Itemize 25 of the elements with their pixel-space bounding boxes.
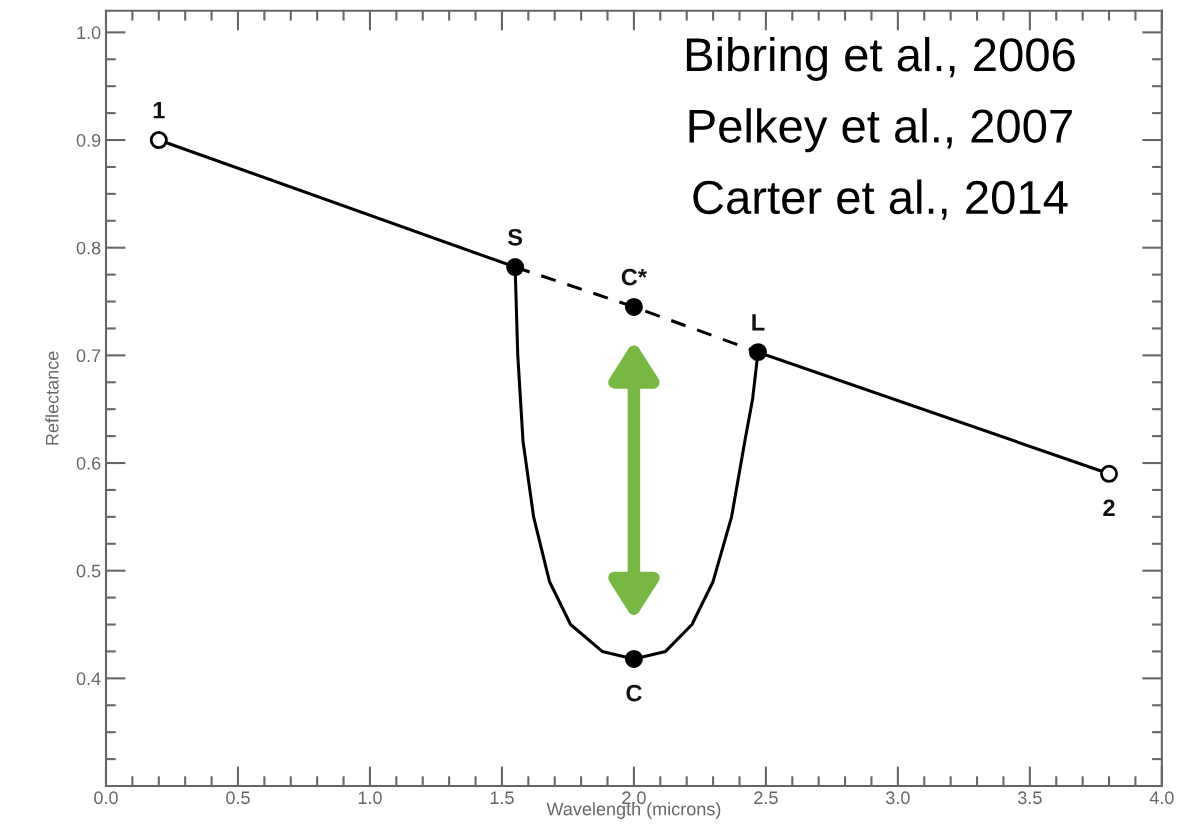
x-tick-label: 4.0 (1149, 791, 1174, 805)
x-tick-label: 1.5 (490, 791, 514, 805)
annotation: 2 (1103, 499, 1115, 517)
x-tick-label: 0.5 (226, 791, 250, 805)
annotation: S (507, 228, 523, 246)
annotation: Bibring et al., 2006 (686, 36, 1075, 81)
y-tick-label: 0.5 (76, 564, 101, 578)
annotation: Pelkey et al., 2007 (689, 108, 1072, 153)
y-tick-label: 1.0 (77, 26, 101, 40)
y-tick-label: 0.9 (76, 133, 101, 147)
annotation: Carter et al., 2014 (693, 179, 1068, 220)
x-tick-label: 3.0 (886, 791, 910, 805)
x-tick-label: 3.5 (1017, 791, 1042, 805)
annotation: 1 (153, 102, 165, 119)
x-tick-label: 2.5 (754, 791, 778, 805)
x-tick-label: 1.0 (358, 791, 382, 805)
annotation: C (626, 684, 642, 702)
annotation: C* (621, 268, 648, 286)
x-tick-label: 0.0 (94, 791, 118, 805)
y-axis-title: Reflectance (45, 351, 59, 445)
y-tick-label: 0.4 (76, 672, 101, 686)
y-tick-label: 0.8 (76, 241, 101, 255)
y-tick-label: 0.7 (76, 349, 101, 363)
y-tick-label: 0.6 (76, 456, 101, 470)
annotation: L (752, 314, 765, 331)
